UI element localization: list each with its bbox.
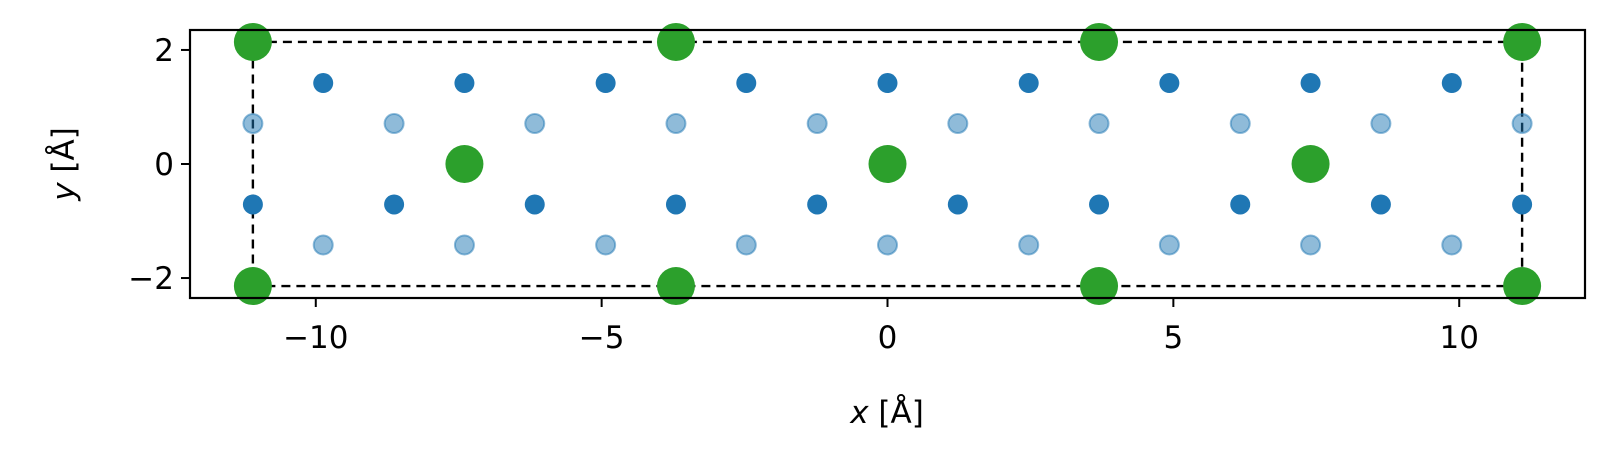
atom-large bbox=[1080, 267, 1119, 306]
atom-faded bbox=[524, 113, 546, 135]
atom-large bbox=[1080, 22, 1119, 61]
x-tick-label: 5 bbox=[1163, 320, 1183, 356]
atom-faded bbox=[1300, 234, 1322, 256]
atom-faded bbox=[383, 113, 405, 135]
x-tick-label: −10 bbox=[283, 320, 348, 356]
atom-solid bbox=[736, 73, 757, 94]
atom-solid bbox=[807, 194, 828, 215]
atom-solid bbox=[1370, 194, 1391, 215]
atom-faded bbox=[1018, 234, 1040, 256]
atom-solid bbox=[877, 73, 898, 94]
points-layer bbox=[233, 22, 1542, 306]
atom-solid bbox=[1089, 194, 1110, 215]
atom-solid bbox=[242, 194, 263, 215]
atom-solid bbox=[384, 194, 405, 215]
atom-faded bbox=[1229, 113, 1251, 135]
atom-large bbox=[656, 22, 695, 61]
atom-faded bbox=[242, 113, 264, 135]
unit-cell-layer bbox=[251, 40, 1524, 288]
atom-faded bbox=[1088, 113, 1110, 135]
atom-large bbox=[868, 145, 907, 183]
atom-faded bbox=[595, 234, 617, 256]
y-tick-label: 0 bbox=[154, 147, 174, 183]
atom-large bbox=[445, 145, 484, 183]
x-axis-label: x [Å] bbox=[849, 395, 924, 431]
atom-solid bbox=[1300, 73, 1321, 94]
atom-large bbox=[1503, 22, 1542, 61]
atom-faded bbox=[1441, 234, 1463, 256]
x-tick-label: −5 bbox=[579, 320, 625, 356]
atom-large bbox=[1291, 145, 1330, 183]
atom-solid bbox=[1018, 73, 1039, 94]
y-tick-label: 2 bbox=[154, 33, 174, 69]
atom-faded bbox=[806, 113, 828, 135]
atom-large bbox=[656, 267, 695, 306]
atom-faded bbox=[735, 234, 757, 256]
x-tick-label: 0 bbox=[878, 320, 898, 356]
y-axis-label-var: y bbox=[46, 182, 82, 202]
unit-cell-boundary bbox=[251, 40, 1524, 288]
atom-large bbox=[233, 22, 272, 61]
y-axis-label: y [Å] bbox=[46, 127, 82, 202]
x-axis-label-unit: [Å] bbox=[869, 395, 924, 431]
atom-solid bbox=[595, 73, 616, 94]
x-tick-label: 10 bbox=[1439, 320, 1478, 356]
y-tick-label: −2 bbox=[128, 261, 174, 297]
y-axis: −2 0 2 bbox=[128, 33, 190, 297]
atom-faded bbox=[877, 234, 898, 256]
atom-solid bbox=[1159, 73, 1180, 94]
atom-faded bbox=[312, 234, 334, 256]
atom-solid bbox=[665, 194, 686, 215]
atom-solid bbox=[1512, 194, 1533, 215]
y-axis-label-unit: [Å] bbox=[46, 127, 82, 182]
atom-solid bbox=[947, 194, 968, 215]
atom-solid bbox=[1441, 73, 1462, 94]
atom-faded bbox=[1158, 234, 1180, 256]
x-axis: −10 −5 0 5 10 bbox=[283, 298, 1479, 356]
atom-solid bbox=[1230, 194, 1251, 215]
x-axis-label-var: x bbox=[849, 395, 869, 431]
atom-faded bbox=[1370, 113, 1392, 135]
atom-solid bbox=[524, 194, 545, 215]
atom-solid bbox=[454, 73, 475, 94]
atom-faded bbox=[453, 234, 475, 256]
atom-large bbox=[233, 267, 272, 306]
atom-faded bbox=[1511, 113, 1533, 135]
atom-large bbox=[1503, 267, 1542, 306]
atom-faded bbox=[665, 113, 687, 135]
atom-faded bbox=[947, 113, 969, 135]
atom-solid bbox=[313, 73, 334, 94]
